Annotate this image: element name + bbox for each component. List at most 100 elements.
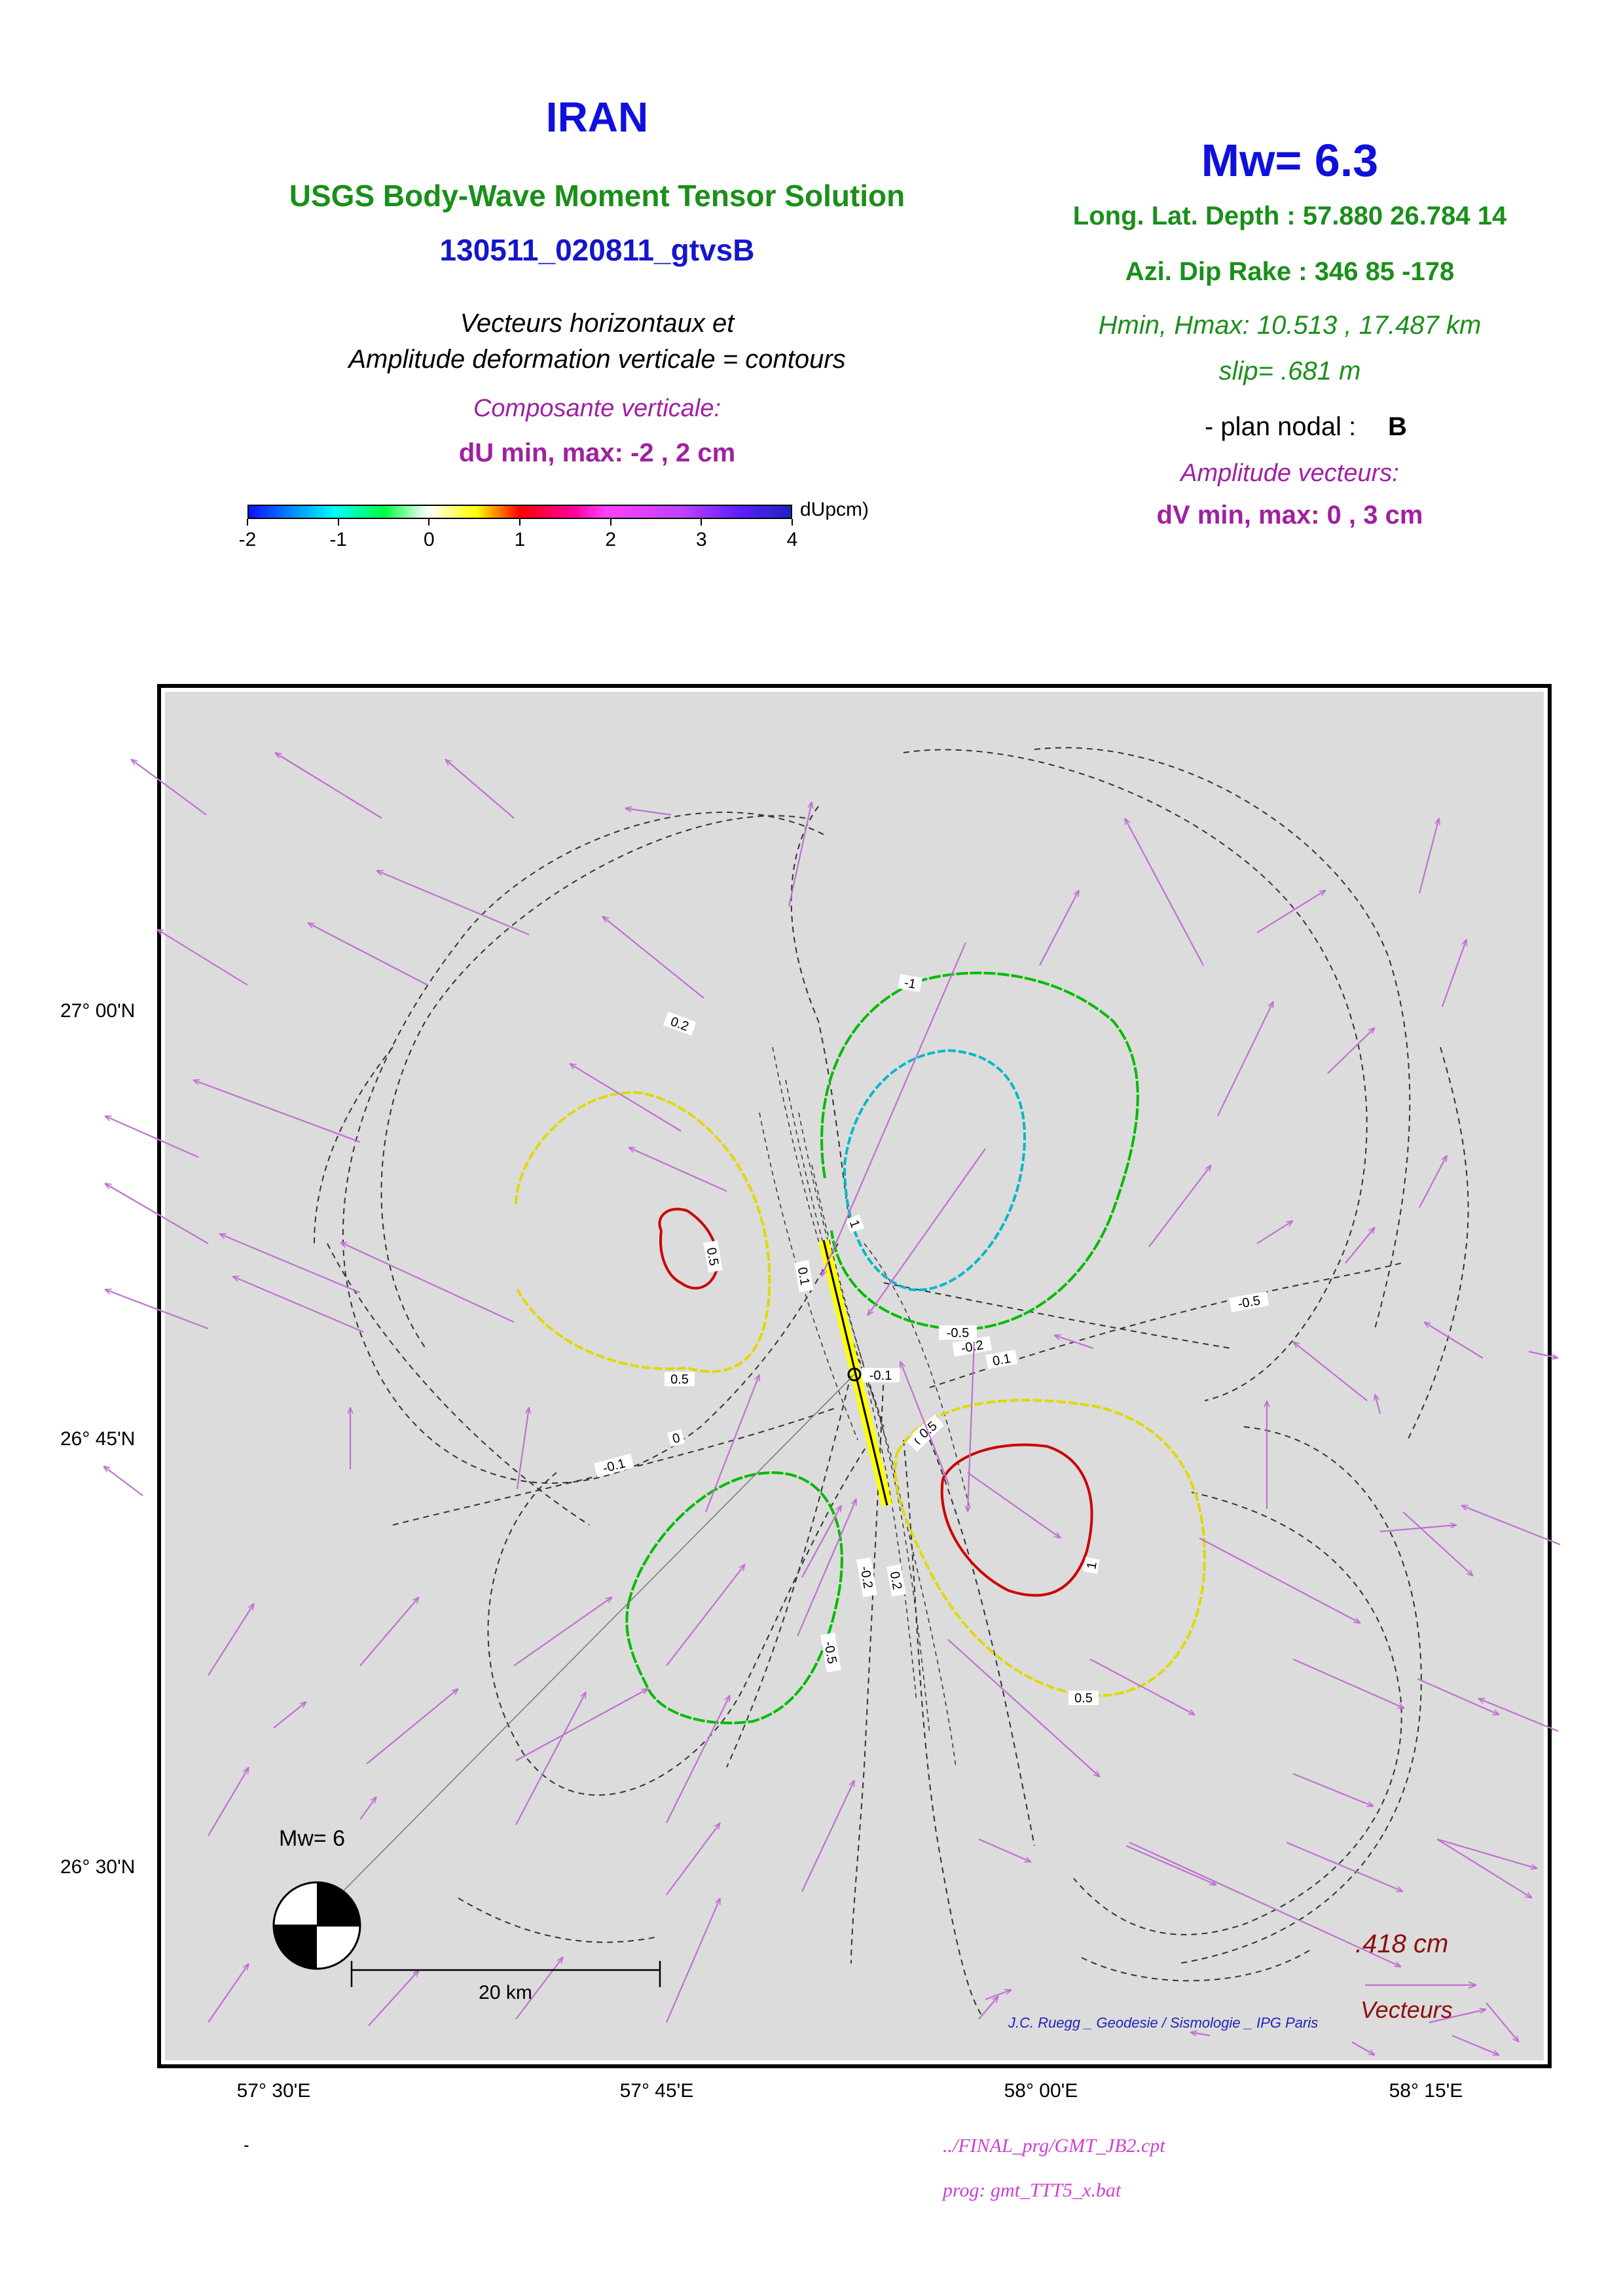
displacement-vector xyxy=(368,1970,419,2026)
contour-label: 0.5 xyxy=(703,1240,723,1273)
cpt-path: ../FINAL_prg/GMT_JB2.cpt xyxy=(943,2135,1165,2157)
displacement-vector xyxy=(1461,1504,1561,1546)
colorbar-tick-mark xyxy=(519,519,520,526)
displacement-vector xyxy=(1486,2002,1519,2042)
colorbar-tick-mark xyxy=(792,519,793,526)
displacement-vector xyxy=(1129,1841,1401,1968)
colorbar-tick: 0 xyxy=(423,529,435,550)
displacement-vector xyxy=(208,1964,249,2023)
lat-label-27-00: 27° 00'N xyxy=(60,1000,136,1022)
displacement-vector xyxy=(1436,1838,1537,1869)
nodal-plane-label: - plan nodal : xyxy=(1205,412,1357,441)
vector-scale-label: Vecteurs xyxy=(1360,1996,1453,2023)
displacement-vector xyxy=(1351,2041,1375,2055)
displacement-vector xyxy=(1418,818,1439,894)
mechanism-params: Azi. Dip Rake : 346 85 -178 xyxy=(1125,257,1455,286)
contour-label: 0 xyxy=(667,1429,685,1447)
contour-label: 0.5 xyxy=(1068,1691,1099,1706)
svg-text:0.5: 0.5 xyxy=(704,1246,721,1266)
displacement-vector xyxy=(1528,1350,1558,1358)
displacement-vector xyxy=(1293,1342,1368,1401)
colorbar-tick: -1 xyxy=(329,529,347,550)
contour-label: 0.1 xyxy=(794,1260,814,1293)
colorbar-tick: 2 xyxy=(605,529,616,550)
displacement-vector xyxy=(366,1689,458,1765)
displacement-vector xyxy=(978,1838,1031,1863)
du-range: dU min, max: -2 , 2 cm xyxy=(458,439,736,467)
colorbar-tick-mark xyxy=(701,519,702,526)
displacement-vector xyxy=(1441,939,1467,1007)
displacement-vector xyxy=(105,1115,199,1158)
displacement-vector xyxy=(1417,1677,1499,1716)
lat-label-26-45: 26° 45'N xyxy=(60,1428,136,1450)
displacement-vector xyxy=(666,1564,745,1666)
colorbar-tick: 4 xyxy=(786,529,798,550)
displacement-vector xyxy=(513,1597,612,1666)
displacement-vector xyxy=(570,1064,682,1132)
displacement-vector xyxy=(978,1996,998,2020)
contour-label: -0.5 xyxy=(1229,1291,1269,1312)
displacement-vector xyxy=(157,929,248,986)
colorbar-tick: 1 xyxy=(514,529,526,550)
lat-label-26-30: 26° 30'N xyxy=(60,1856,136,1878)
displacement-vector xyxy=(1256,1221,1293,1244)
displacement-vector xyxy=(985,1990,1012,2001)
displacement-vector xyxy=(1419,1155,1447,1208)
displacement-vector xyxy=(801,1780,855,1892)
lon-label-58-00: 58° 00'E xyxy=(1004,2080,1078,2102)
colorbar-tick: -2 xyxy=(238,529,257,550)
svg-text:0.1: 0.1 xyxy=(795,1266,812,1286)
displacement-vector xyxy=(788,802,812,907)
svg-text:-1: -1 xyxy=(903,976,917,992)
displacement-vector xyxy=(1345,1227,1375,1264)
displacement-vector xyxy=(1451,2034,1499,2056)
displacement-vector xyxy=(820,942,967,1276)
displacement-vector xyxy=(103,1466,143,1496)
vector-amplitude-label: Amplitude vecteurs: xyxy=(1180,459,1399,487)
displacement-vector xyxy=(376,869,530,936)
displacement-vector xyxy=(515,1689,648,1761)
contour-label: 0.2 xyxy=(886,1564,906,1597)
displacement-vector xyxy=(131,759,207,816)
displacement-vector xyxy=(1125,1844,1216,1886)
displacement-vector xyxy=(516,1407,529,1490)
displacement-vector xyxy=(359,1797,376,1820)
colorbar xyxy=(247,505,792,519)
displacement-vector xyxy=(899,1361,951,1486)
program-name: prog: gmt_TTT5_x.bat xyxy=(943,2179,1122,2201)
region-title: IRAN xyxy=(545,94,649,141)
contour-label: -0.1 xyxy=(862,1368,900,1383)
colorbar-tick-mark xyxy=(247,519,248,526)
displacement-vector xyxy=(1217,1001,1274,1117)
displacement-vector xyxy=(1375,1394,1381,1414)
colorbar-unit: dUpcm) xyxy=(800,499,869,520)
displacement-vector xyxy=(105,1288,209,1330)
lon-label-57-45: 57° 45'E xyxy=(619,2080,694,2102)
displacement-vector xyxy=(1436,1839,1532,1898)
colorbar-tick-mark xyxy=(428,519,430,526)
contour-label: 0.5 xyxy=(665,1372,695,1387)
displacement-vector xyxy=(602,916,704,999)
displacement-vector xyxy=(1256,890,1326,933)
nodal-plane-value: B xyxy=(1388,412,1407,441)
contour-label: 1 xyxy=(1083,1557,1100,1574)
vector-scale-value: .418 cm xyxy=(1355,1929,1449,1958)
colorbar-tick: 3 xyxy=(695,529,707,550)
lon-label-58-15: 58° 15'E xyxy=(1389,2080,1463,2102)
colorbar-tick-mark xyxy=(610,519,611,526)
displacement-vector xyxy=(704,1374,761,1513)
description-line-1: Vecteurs horizontaux et xyxy=(460,309,735,338)
contour-label: -0.5 xyxy=(820,1632,841,1673)
displacement-vector xyxy=(1125,818,1204,966)
displacement-vector xyxy=(1054,1335,1094,1350)
svg-text:-0.5: -0.5 xyxy=(947,1326,969,1340)
displacement-vector xyxy=(1424,1322,1484,1359)
displacement-vector xyxy=(273,1702,306,1729)
svg-text:0.1: 0.1 xyxy=(991,1352,1012,1369)
displacement-vector xyxy=(625,808,672,816)
displacement-vector xyxy=(1292,1658,1404,1710)
displacement-vector xyxy=(105,1183,209,1244)
svg-text:1: 1 xyxy=(1084,1561,1100,1571)
displacement-vector xyxy=(666,1695,731,1823)
